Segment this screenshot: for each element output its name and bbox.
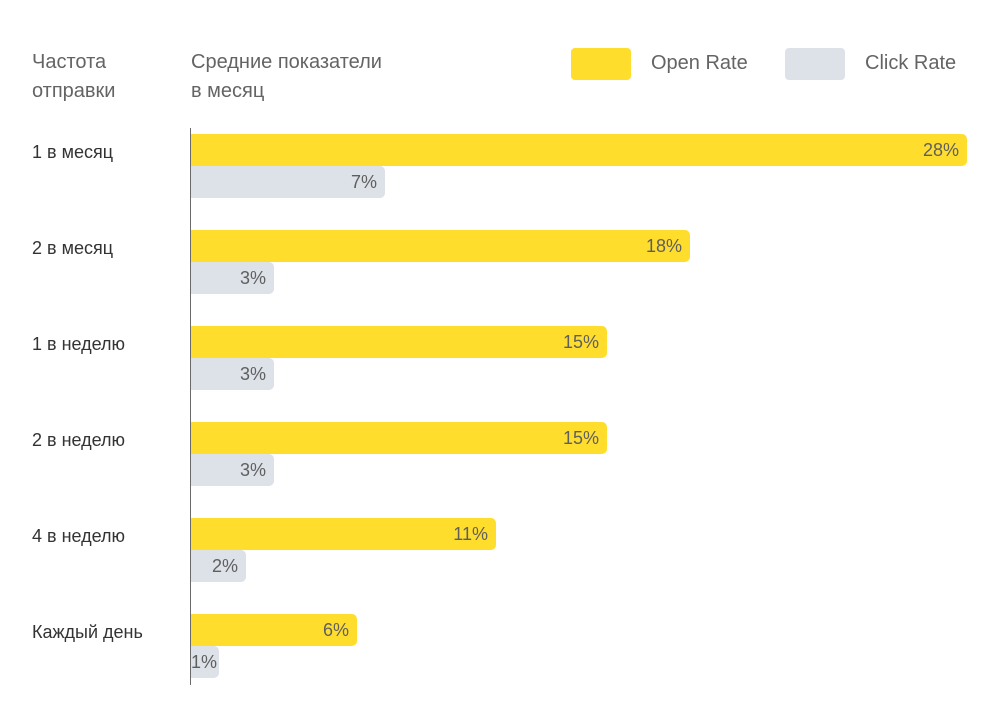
- click-rate-bar: 3%: [191, 262, 274, 294]
- open-rate-bar: 18%: [191, 230, 690, 262]
- category-axis-title-line1: Частота: [32, 51, 107, 73]
- click-rate-bar: 3%: [191, 454, 274, 486]
- legend-swatch-open-rate: [571, 48, 631, 80]
- category-axis-title: Частота отправки: [32, 48, 115, 106]
- open-rate-bar: 15%: [191, 326, 607, 358]
- category-label: Каждый день: [32, 622, 143, 642]
- category-label: 1 в неделю: [32, 334, 126, 354]
- open-rate-bar: 11%: [191, 518, 496, 550]
- click-rate-bar: 1%: [191, 646, 219, 678]
- open-rate-bar: 6%: [191, 614, 357, 646]
- click-rate-bar: 7%: [191, 166, 385, 198]
- open-rate-bar: 15%: [191, 422, 607, 454]
- legend-label-click-rate: Click Rate: [865, 52, 957, 74]
- click-rate-bar: 2%: [191, 550, 246, 582]
- value-axis-title: Средние показатели в месяц: [191, 48, 382, 106]
- category-label: 2 в месяц: [32, 238, 114, 258]
- legend-label-open-rate: Open Rate: [651, 52, 748, 74]
- legend-swatch-click-rate: [785, 48, 845, 80]
- value-axis-title-line1: Средние показатели: [191, 51, 382, 73]
- open-rate-bar: 28%: [191, 134, 967, 166]
- category-label: 2 в неделю: [32, 430, 126, 450]
- value-axis-title-line2: в месяц: [191, 80, 265, 102]
- value-axis-line: [190, 128, 191, 685]
- category-label: 4 в неделю: [32, 526, 126, 546]
- category-label: 1 в месяц: [32, 142, 114, 162]
- click-rate-bar: 3%: [191, 358, 274, 390]
- category-axis-title-line2: отправки: [32, 80, 116, 102]
